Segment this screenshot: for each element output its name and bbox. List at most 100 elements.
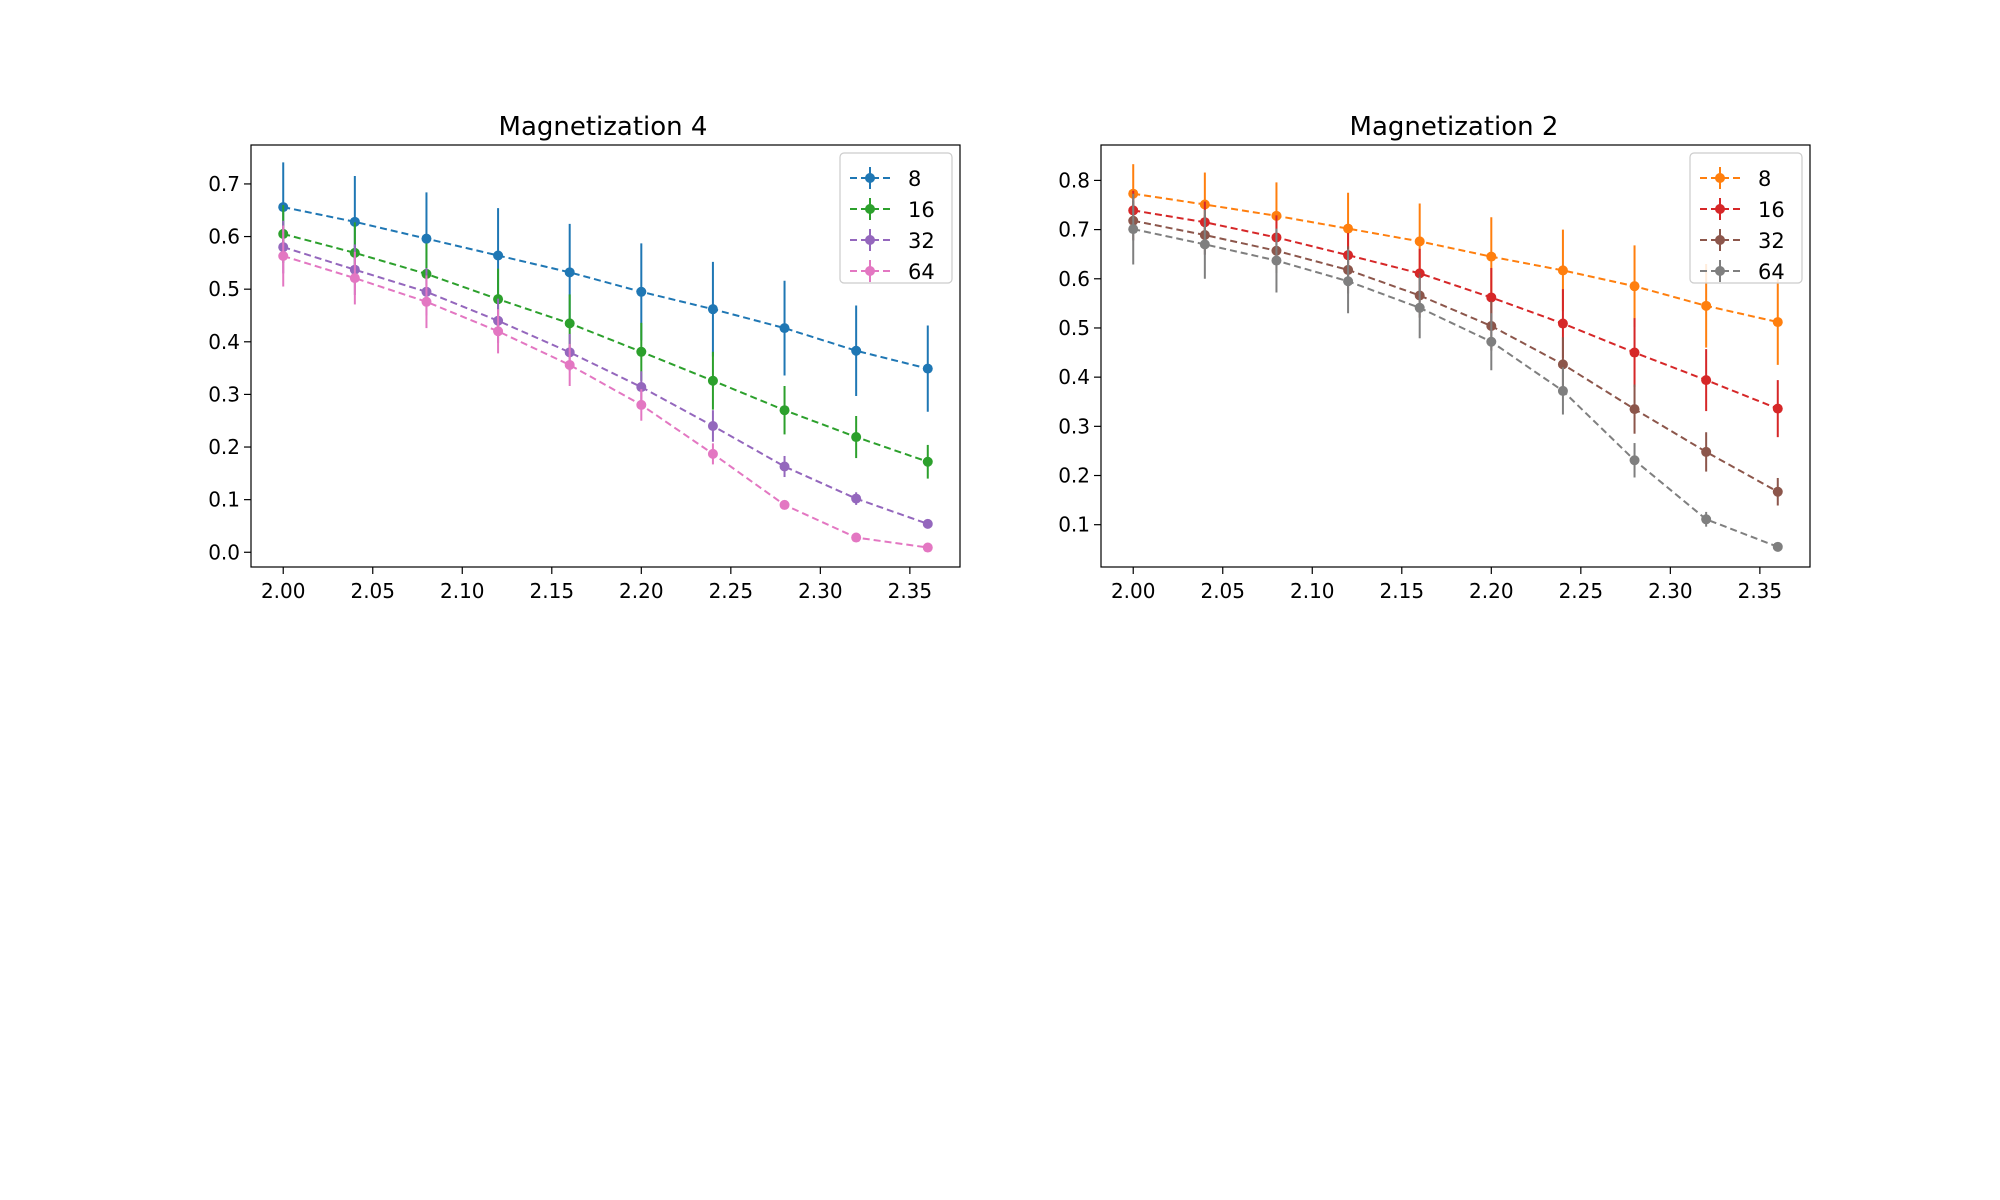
data-point: [349, 273, 360, 284]
data-point: [1557, 359, 1568, 370]
plot-frame: [250, 144, 961, 568]
legend-marker: [1715, 266, 1725, 276]
y-tick-label: 0.6: [208, 225, 240, 249]
data-point: [493, 250, 504, 261]
legend-marker: [865, 235, 875, 245]
chart-title: Magnetization 4: [499, 112, 708, 142]
data-point: [636, 399, 647, 410]
data-point: [1557, 318, 1568, 329]
data-point: [1701, 375, 1712, 386]
x-tick-label: 2.00: [1111, 579, 1156, 603]
data-point: [1772, 541, 1783, 552]
y-axis: 0.1 0.2 0.3 0.4 0.5 0.6 0.7 0.8: [1058, 168, 1101, 537]
series-line: [1133, 228, 1779, 548]
chart-title: Magnetization 2: [1350, 112, 1559, 142]
data-point: [636, 286, 647, 297]
data-point: [922, 542, 933, 553]
data-point: [564, 318, 575, 329]
series-64: [1128, 193, 1783, 552]
y-tick-label: 0.2: [208, 435, 240, 459]
data-point: [779, 499, 790, 510]
data-point: [1701, 514, 1712, 525]
legend-item: 8: [1700, 167, 1771, 191]
x-tick-label: 2.20: [1469, 579, 1514, 603]
y-tick-label: 0.5: [1058, 316, 1090, 340]
legend-label: 8: [908, 167, 921, 191]
data-point: [421, 296, 432, 307]
legend-item: 16: [850, 198, 935, 222]
y-tick-label: 0.8: [1058, 168, 1090, 192]
data-point: [1271, 255, 1282, 266]
y-tick-label: 0.3: [208, 382, 240, 406]
data-point: [421, 233, 432, 244]
series-line: [282, 255, 928, 549]
data-point: [851, 345, 862, 356]
plot-marks: [1128, 164, 1783, 552]
legend-marker: [1715, 173, 1725, 183]
data-point: [1772, 486, 1783, 497]
series-64: [278, 225, 933, 553]
chart-magnetization-4: Magnetization 4 2.00 2.05 2.10 2.15 2.20 2.25…: [208, 112, 961, 603]
legend-label: 16: [1758, 198, 1785, 222]
x-tick-label: 2.25: [1559, 579, 1604, 603]
plot-frame: [1100, 144, 1811, 568]
x-tick-label: 2.15: [1380, 579, 1425, 603]
y-tick-label: 0.5: [208, 277, 240, 301]
y-tick-label: 0.1: [208, 488, 240, 512]
legend-box: [839, 152, 953, 284]
data-point: [1343, 223, 1354, 234]
data-point: [1557, 385, 1568, 396]
legend-marker: [865, 266, 875, 276]
data-point: [493, 326, 504, 337]
series-line: [282, 246, 929, 525]
data-point: [922, 363, 933, 374]
x-tick-label: 2.20: [619, 579, 664, 603]
y-tick-label: 0.7: [208, 172, 240, 196]
legend-item: 64: [1700, 260, 1785, 284]
x-tick-label: 2.15: [530, 579, 575, 603]
legend-label: 8: [1758, 167, 1771, 191]
data-point: [707, 420, 718, 431]
x-tick-label: 2.05: [350, 579, 395, 603]
data-point: [1486, 292, 1497, 303]
y-tick-label: 0.0: [208, 540, 240, 564]
series-line: [1133, 209, 1779, 410]
data-point: [1701, 300, 1712, 311]
legend-item: 32: [850, 229, 935, 253]
legend-item: 64: [850, 260, 935, 284]
data-point: [1414, 236, 1425, 247]
data-point: [707, 304, 718, 315]
x-tick-label: 2.00: [261, 579, 306, 603]
data-point: [349, 216, 360, 227]
x-axis: 2.00 2.05 2.10 2.15 2.20 2.25 2.30 2.35: [1111, 567, 1782, 603]
data-point: [851, 532, 862, 543]
y-axis: 0.0 0.1 0.2 0.3 0.4 0.5 0.6 0.7: [208, 172, 251, 564]
data-point: [1557, 265, 1568, 276]
x-tick-label: 2.10: [1290, 579, 1335, 603]
data-point: [851, 432, 862, 443]
legend: 8 16 32 64: [1689, 152, 1803, 284]
data-point: [851, 493, 862, 504]
y-tick-label: 0.1: [1058, 513, 1090, 537]
legend-item: 32: [1700, 229, 1785, 253]
data-point: [636, 382, 647, 393]
data-point: [1486, 251, 1497, 262]
legend-item: 8: [850, 167, 921, 191]
series-line: [283, 206, 929, 370]
data-point: [779, 405, 790, 416]
y-tick-label: 0.4: [208, 330, 240, 354]
y-tick-label: 0.4: [1058, 365, 1090, 389]
data-point: [636, 346, 647, 357]
series-line: [1133, 219, 1779, 493]
data-point: [1128, 224, 1139, 235]
data-point: [1414, 302, 1425, 313]
data-point: [1629, 404, 1640, 415]
x-tick-label: 2.30: [1648, 579, 1693, 603]
plot-marks: [278, 162, 933, 553]
legend: 8 16 32 64: [839, 152, 953, 284]
data-point: [564, 359, 575, 370]
chart-magnetization-2: Magnetization 2 2.00 2.05 2.10 2.15 2.20 2.25…: [1058, 112, 1811, 603]
data-point: [922, 456, 933, 467]
